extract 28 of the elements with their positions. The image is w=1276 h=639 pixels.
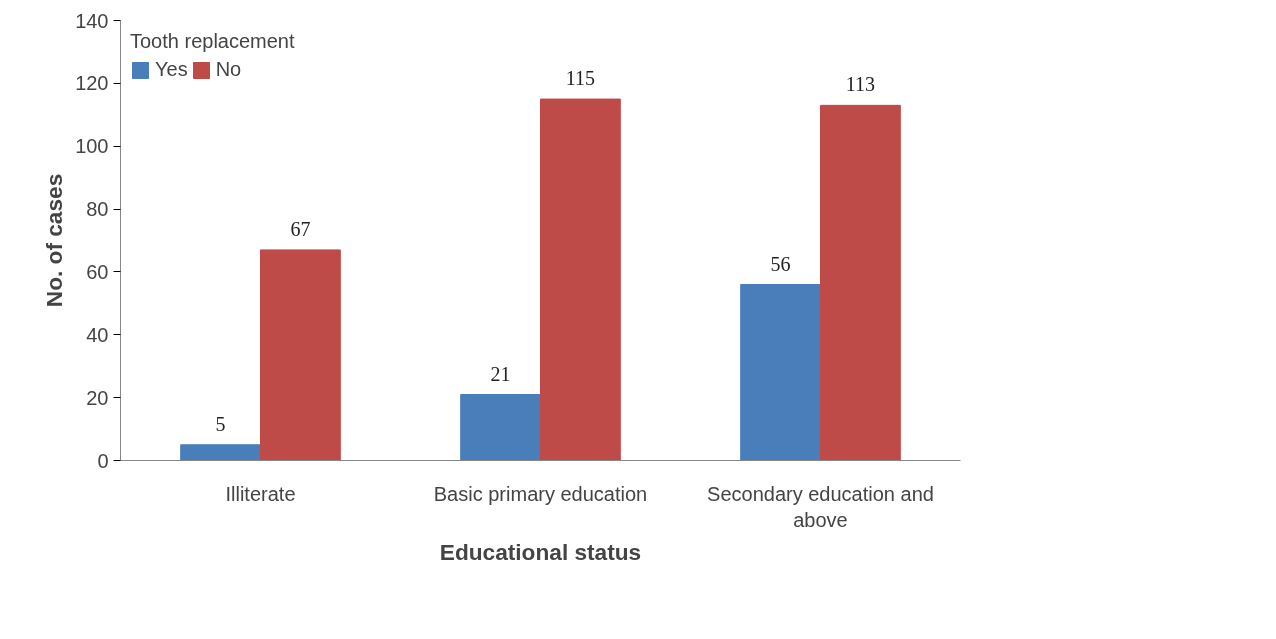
bar: [820, 104, 901, 461]
y-tick-label: 60: [86, 260, 109, 283]
y-tick-label: 40: [86, 323, 109, 346]
legend-label: Yes: [155, 58, 188, 81]
y-tick-label: 20: [86, 386, 109, 409]
data-label: 113: [845, 73, 876, 96]
data-label: 21: [490, 362, 511, 385]
y-axis-title: No. of cases: [41, 173, 68, 308]
x-tick-label: Basic primary education: [433, 482, 648, 505]
y-tick-label: 80: [86, 198, 109, 221]
data-label: 115: [565, 67, 596, 90]
bar: [540, 98, 621, 461]
bar: [260, 249, 341, 461]
bar: [460, 394, 541, 461]
legend-label: No: [215, 58, 242, 81]
data-label: 56: [770, 252, 791, 275]
data-label: 67: [290, 217, 311, 240]
x-tick-label: Secondary education and above: [707, 482, 934, 531]
y-tick-label: 0: [97, 449, 109, 472]
y-tick-label: 140: [75, 9, 109, 32]
x-axis-title: Educational status: [439, 538, 642, 565]
y-tick-label: 120: [75, 72, 109, 95]
data-label: 5: [215, 412, 226, 435]
bar: [180, 444, 261, 461]
x-tick-label: Illiterate: [225, 482, 296, 505]
bar: [740, 284, 821, 461]
legend-title: Tooth replacement: [130, 30, 295, 53]
y-tick-label: 100: [75, 135, 109, 158]
